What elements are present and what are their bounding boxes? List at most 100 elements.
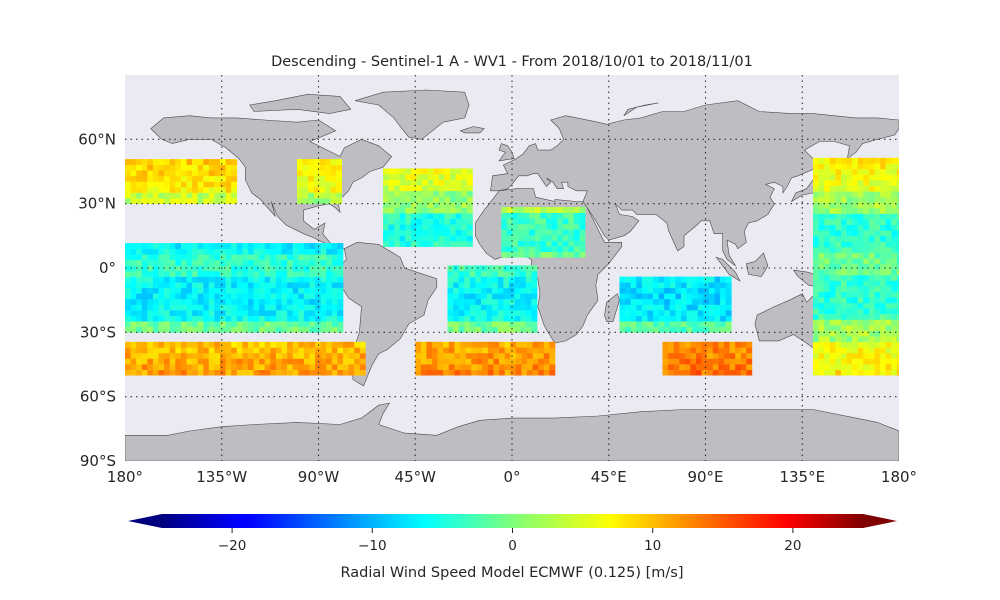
wind-cell xyxy=(147,192,154,199)
wind-cell xyxy=(383,229,389,236)
wind-cell xyxy=(420,352,427,359)
wind-cell xyxy=(231,310,238,316)
wind-cell xyxy=(208,369,215,376)
wind-cell xyxy=(481,282,487,289)
wind-cell xyxy=(813,224,819,231)
wind-cell xyxy=(740,358,747,365)
wind-cell xyxy=(453,287,459,294)
wind-cell xyxy=(891,180,898,186)
wind-cell xyxy=(136,315,143,322)
wind-cell xyxy=(669,326,676,333)
wind-cell xyxy=(253,304,260,311)
wind-cell xyxy=(383,218,389,225)
wind-cell xyxy=(136,254,143,261)
wind-cell xyxy=(707,358,714,365)
wind-cell xyxy=(684,347,691,354)
wind-cell xyxy=(225,248,232,255)
wind-cell xyxy=(348,364,355,370)
wind-cell xyxy=(130,321,137,328)
wind-cell xyxy=(669,315,676,322)
wind-cell xyxy=(647,287,654,294)
wind-cell xyxy=(896,235,899,242)
wind-cell xyxy=(231,358,238,365)
land-north-america xyxy=(150,115,393,252)
wind-cell xyxy=(540,223,547,230)
map-title: Descending - Sentinel-1 A - WV1 - From 2… xyxy=(271,54,753,70)
wind-cell xyxy=(326,341,333,348)
wind-cell xyxy=(152,304,159,311)
wind-cell xyxy=(701,364,708,370)
wind-cell xyxy=(337,282,344,289)
wind-cell xyxy=(141,282,148,289)
wind-cell xyxy=(186,298,193,305)
wind-cell xyxy=(880,313,886,320)
wind-cell xyxy=(348,369,355,376)
wind-cell xyxy=(885,341,892,348)
wind-cell xyxy=(175,352,182,359)
wind-cell xyxy=(896,224,899,231)
wind-cell xyxy=(686,293,693,300)
wind-cell xyxy=(835,308,842,315)
wind-cell xyxy=(130,347,137,354)
wind-cell xyxy=(415,364,422,370)
wind-cell xyxy=(253,358,260,365)
wind-cell xyxy=(214,282,221,289)
wind-cell xyxy=(264,304,271,311)
wind-cell xyxy=(203,254,210,261)
wind-cell xyxy=(708,326,715,333)
wind-cell xyxy=(422,235,428,242)
wind-cell xyxy=(896,364,899,370)
wind-cell xyxy=(619,298,626,305)
wind-cell xyxy=(275,326,282,333)
wind-cell xyxy=(326,364,333,370)
wind-cell xyxy=(534,235,541,241)
land-arctic-islands xyxy=(249,93,352,114)
wind-cell xyxy=(863,163,870,170)
wind-cell xyxy=(829,313,836,320)
wind-cell xyxy=(857,258,864,264)
wind-cell xyxy=(214,159,221,165)
wind-cell xyxy=(891,224,898,231)
wind-cell xyxy=(437,341,444,348)
wind-cell xyxy=(298,321,305,328)
wind-cell xyxy=(813,247,819,253)
wind-cell xyxy=(208,186,215,193)
wind-cell xyxy=(521,364,528,370)
wind-cell xyxy=(270,248,277,255)
wind-cell xyxy=(214,341,221,348)
wind-cell xyxy=(692,293,699,300)
wind-cell xyxy=(863,352,870,359)
wind-cell xyxy=(503,271,510,277)
wind-cell xyxy=(319,175,326,182)
wind-cell xyxy=(208,304,215,311)
wind-cell xyxy=(829,180,836,186)
wind-cell xyxy=(880,364,886,370)
wind-cell xyxy=(835,252,842,259)
wind-cell xyxy=(158,287,165,294)
wind-cell xyxy=(197,259,204,266)
wind-cell xyxy=(868,252,875,259)
wind-cell xyxy=(192,181,198,188)
wind-region xyxy=(501,207,586,258)
wind-cell xyxy=(835,196,842,203)
wind-cell xyxy=(192,243,198,249)
wind-cell xyxy=(231,271,238,277)
wind-cell xyxy=(410,174,417,180)
wind-cell xyxy=(270,243,277,249)
wind-cell xyxy=(225,254,232,261)
wind-cell xyxy=(303,293,310,300)
wind-cell xyxy=(309,287,316,294)
wind-cell xyxy=(197,186,204,193)
wind-cell xyxy=(169,164,176,171)
wind-cell xyxy=(298,248,305,255)
wind-cell xyxy=(292,276,299,283)
wind-cell xyxy=(388,168,395,175)
wind-cell xyxy=(320,287,327,294)
wind-cell xyxy=(455,224,462,231)
wind-cell xyxy=(292,315,299,322)
wind-cell xyxy=(538,358,545,365)
wind-cell xyxy=(186,293,193,300)
wind-cell xyxy=(208,170,215,177)
wind-cell xyxy=(231,304,238,311)
wind-cell xyxy=(281,254,288,261)
